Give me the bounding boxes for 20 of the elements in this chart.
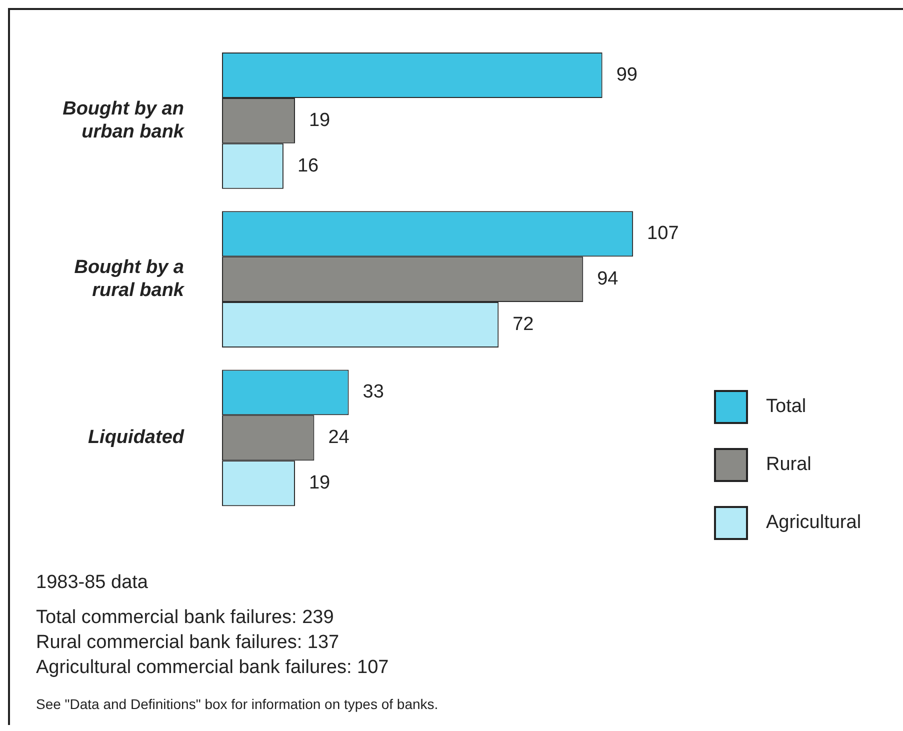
text: Agricultural commercial bank failures: 107 bbox=[36, 656, 390, 680]
text: Total commercial bank failures: 239 bbox=[36, 606, 335, 630]
data-label: 107 bbox=[647, 223, 679, 244]
data-label: 72 bbox=[512, 314, 534, 335]
legend-label: Rural bbox=[766, 454, 812, 476]
data-label: 19 bbox=[308, 472, 330, 494]
y-tick-label: Bought by an urban bank bbox=[62, 98, 186, 142]
y-tick-label: Bought by a rural bank bbox=[74, 257, 186, 301]
legend-label: Agricultural bbox=[766, 512, 862, 534]
data-label: 24 bbox=[328, 427, 350, 448]
data-label: 16 bbox=[297, 155, 319, 176]
data-label: 33 bbox=[362, 382, 384, 403]
text: Rural commercial bank failures: 137 bbox=[36, 631, 340, 655]
data-label: 99 bbox=[616, 64, 638, 86]
legend-label: Total bbox=[766, 396, 806, 418]
text: 1983-85 data bbox=[36, 571, 149, 595]
data-label: 94 bbox=[597, 268, 619, 290]
data-label: 19 bbox=[308, 110, 330, 131]
y-tick-label: Liquidated bbox=[88, 427, 184, 448]
text: See "Data and Definitions" box for information on types of banks. bbox=[36, 695, 438, 714]
